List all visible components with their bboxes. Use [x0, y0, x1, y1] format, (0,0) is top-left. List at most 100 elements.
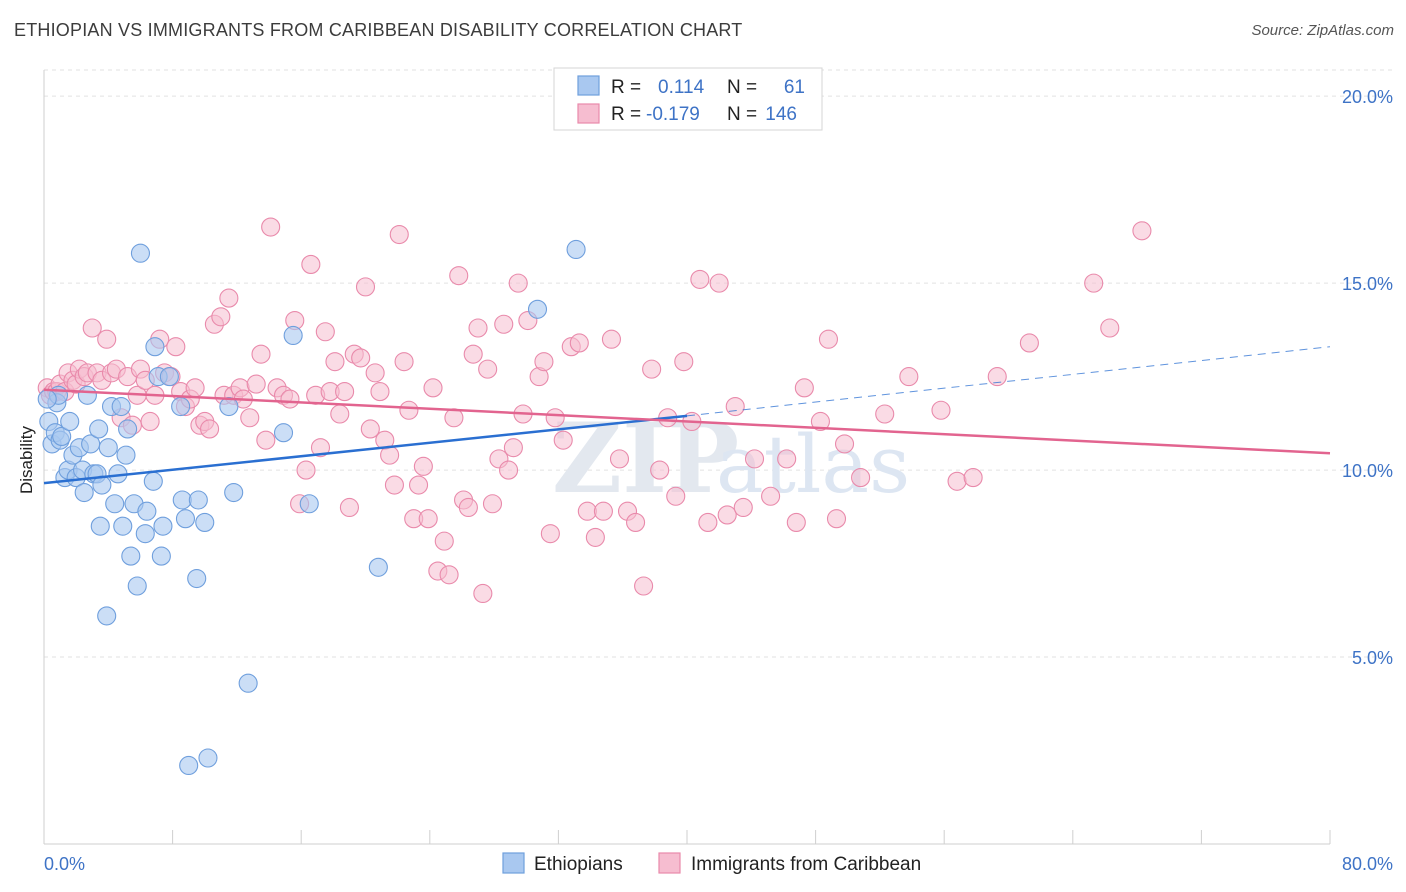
- data-point-caribbean: [577, 501, 597, 521]
- data-point-ethiopians: [52, 426, 72, 446]
- data-point-caribbean: [947, 471, 967, 491]
- data-point-ethiopians: [127, 576, 147, 596]
- data-point-caribbean: [140, 411, 160, 432]
- data-point-caribbean: [389, 224, 409, 245]
- data-point-caribbean: [733, 497, 753, 518]
- data-point-caribbean: [690, 269, 710, 289]
- data-point-caribbean: [394, 352, 414, 372]
- data-point-ethiopians: [171, 396, 191, 417]
- data-point-caribbean: [251, 344, 271, 364]
- bottom-legend-label-ethiopians: Ethiopians: [534, 854, 623, 875]
- data-point-caribbean: [875, 404, 895, 424]
- data-point-caribbean: [185, 378, 205, 398]
- data-point-caribbean: [458, 497, 478, 518]
- data-point-ethiopians: [153, 516, 173, 536]
- chart-source: Source: ZipAtlas.com: [1251, 22, 1394, 39]
- legend-r-label-1: R =: [611, 77, 641, 98]
- data-point-caribbean: [310, 438, 331, 458]
- data-point-ethiopians: [135, 524, 155, 544]
- data-point-caribbean: [709, 273, 729, 293]
- data-point-caribbean: [463, 344, 483, 364]
- data-point-caribbean: [473, 583, 493, 604]
- data-point-caribbean: [777, 449, 797, 469]
- data-point-caribbean: [1019, 333, 1039, 353]
- legend-swatch-caribbean: [577, 103, 600, 124]
- legend-r-value-2: -0.179: [646, 104, 700, 125]
- data-point-caribbean: [355, 277, 376, 297]
- data-point-caribbean: [810, 411, 830, 432]
- legend-n-label-2: N =: [727, 104, 757, 125]
- y-tick-label: 20.0%: [1342, 87, 1393, 107]
- data-point-ethiopians: [195, 512, 215, 532]
- watermark: ZIP atlas: [552, 402, 910, 515]
- data-point-caribbean: [413, 456, 433, 476]
- data-point-caribbean: [545, 408, 565, 428]
- data-point-caribbean: [408, 475, 429, 495]
- data-point-ethiopians: [566, 239, 586, 260]
- data-point-caribbean: [851, 468, 871, 488]
- data-point-caribbean: [301, 254, 321, 274]
- data-point-caribbean: [593, 501, 613, 521]
- y-tick-labels: 5.0% 10.0% 15.0% 20.0%: [1342, 87, 1393, 668]
- legend-r-label-2: R =: [611, 104, 641, 125]
- chart-title: ETHIOPIAN VS IMMIGRANTS FROM CARIBBEAN D…: [14, 20, 743, 40]
- data-point-caribbean: [963, 468, 983, 488]
- data-point-ethiopians: [74, 482, 94, 503]
- data-point-caribbean: [508, 273, 528, 293]
- gridlines: [44, 69, 1392, 658]
- data-point-caribbean: [818, 329, 839, 349]
- data-point-caribbean: [296, 460, 316, 480]
- data-point-ethiopians: [116, 445, 136, 465]
- data-point-ethiopians: [187, 568, 207, 589]
- data-point-caribbean: [499, 460, 519, 480]
- data-point-ethiopians: [118, 419, 138, 439]
- data-point-ethiopians: [137, 501, 157, 521]
- data-point-caribbean: [370, 382, 390, 402]
- data-point-caribbean: [834, 434, 855, 454]
- data-point-caribbean: [534, 352, 554, 372]
- data-point-caribbean: [601, 329, 621, 349]
- data-point-caribbean: [482, 494, 503, 514]
- data-point-caribbean: [540, 524, 560, 544]
- data-point-caribbean: [931, 400, 951, 420]
- x-tick-label-max: 80.0%: [1342, 854, 1393, 874]
- bottom-legend-label-caribbean: Immigrants from Caribbean: [691, 854, 921, 875]
- data-point-caribbean: [503, 438, 523, 458]
- data-point-ethiopians: [527, 299, 548, 319]
- data-point-caribbean: [325, 352, 345, 372]
- data-point-ethiopians: [238, 673, 258, 693]
- data-point-caribbean: [280, 389, 300, 409]
- data-point-ethiopians: [97, 606, 117, 626]
- y-tick-label: 5.0%: [1352, 648, 1393, 668]
- data-point-caribbean: [569, 333, 589, 353]
- trend-line-ethiopians: [43, 414, 688, 485]
- data-point-ethiopians: [273, 423, 294, 443]
- data-point-caribbean: [365, 363, 385, 383]
- data-point-ethiopians: [368, 557, 388, 577]
- data-point-ethiopians: [219, 396, 239, 417]
- data-point-caribbean: [399, 400, 419, 420]
- legend-n-value-1: 61: [784, 77, 805, 98]
- data-point-caribbean: [666, 486, 686, 506]
- legend-n-label-1: N =: [727, 77, 757, 98]
- data-point-ethiopians: [198, 748, 218, 768]
- data-point-caribbean: [97, 329, 117, 349]
- data-point-caribbean: [826, 509, 847, 529]
- data-point-ethiopians: [77, 385, 97, 405]
- y-axis-label: Disability: [17, 425, 36, 494]
- data-point-caribbean: [449, 266, 469, 286]
- data-point-ethiopians: [60, 411, 80, 432]
- data-point-caribbean: [494, 314, 514, 334]
- data-point-ethiopians: [130, 243, 150, 263]
- data-point-caribbean: [1084, 273, 1104, 293]
- data-point-ethiopians: [172, 490, 192, 510]
- data-point-caribbean: [219, 288, 239, 308]
- data-point-caribbean: [261, 217, 281, 237]
- data-point-ethiopians: [179, 755, 199, 776]
- x-tick-label-min: 0.0%: [44, 854, 85, 874]
- data-point-caribbean: [725, 396, 745, 417]
- data-point-caribbean: [674, 352, 694, 372]
- data-point-caribbean: [339, 497, 359, 518]
- legend-r-value-1: 0.114: [658, 77, 705, 98]
